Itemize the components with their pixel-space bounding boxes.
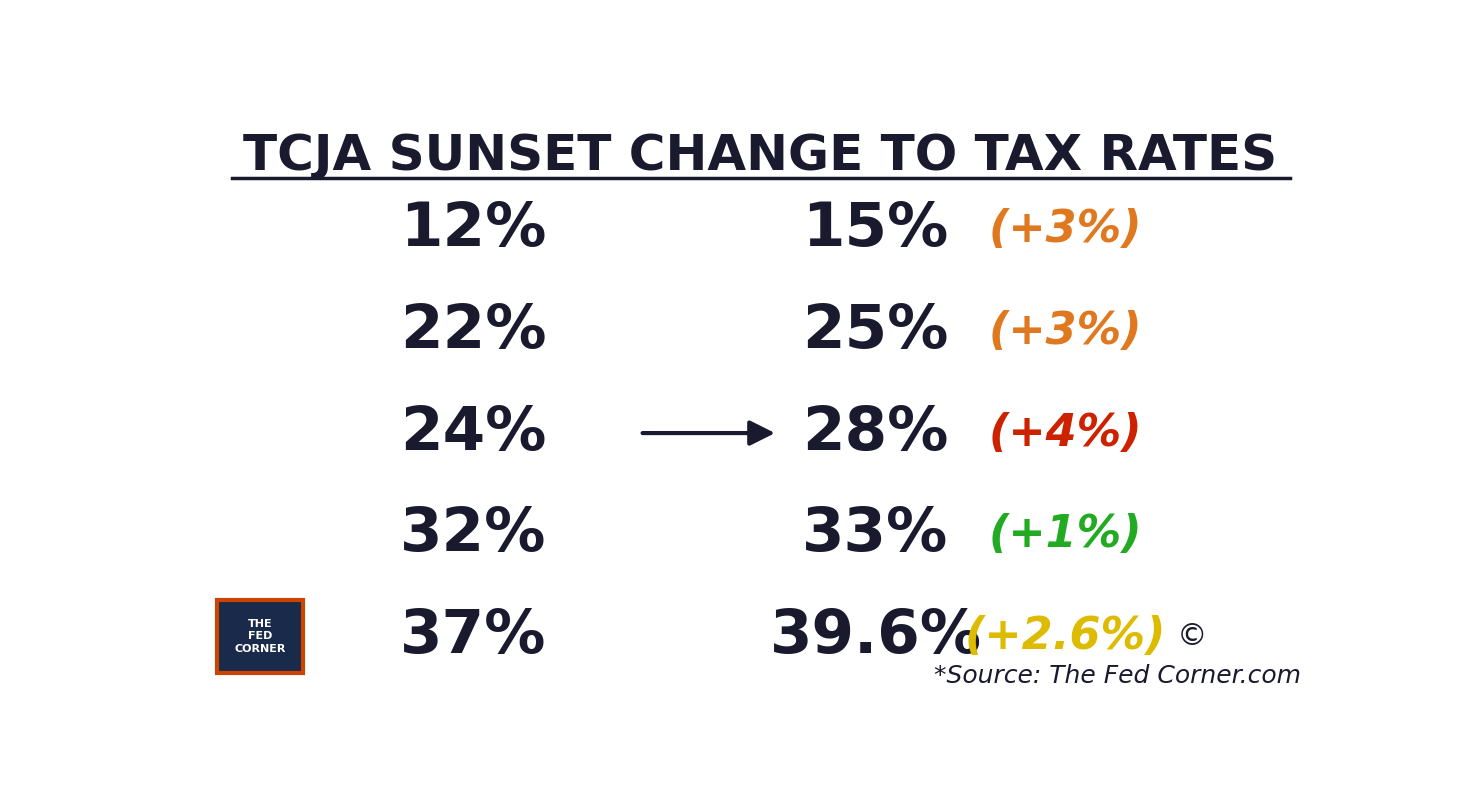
Text: 22%: 22%	[399, 302, 546, 361]
Text: 39.6%: 39.6%	[770, 607, 981, 666]
FancyBboxPatch shape	[217, 599, 303, 673]
Text: *Source: The Fed Corner.com: *Source: The Fed Corner.com	[933, 665, 1301, 688]
Text: 15%: 15%	[803, 200, 948, 260]
Text: 32%: 32%	[399, 505, 546, 565]
Text: (+4%): (+4%)	[988, 411, 1143, 455]
Text: (+3%): (+3%)	[988, 208, 1143, 251]
Text: (+2.6%): (+2.6%)	[965, 615, 1166, 658]
Text: 28%: 28%	[803, 403, 948, 463]
Text: (+1%): (+1%)	[988, 513, 1143, 557]
Text: 33%: 33%	[803, 505, 948, 565]
Text: 12%: 12%	[399, 200, 546, 260]
Text: 24%: 24%	[399, 403, 546, 463]
Text: ©: ©	[1177, 622, 1206, 651]
Text: 25%: 25%	[803, 302, 948, 361]
Text: 37%: 37%	[399, 607, 546, 666]
Text: THE
FED
CORNER: THE FED CORNER	[234, 619, 286, 653]
Text: (+3%): (+3%)	[988, 310, 1143, 353]
Text: TCJA SUNSET CHANGE TO TAX RATES: TCJA SUNSET CHANGE TO TAX RATES	[243, 132, 1278, 180]
